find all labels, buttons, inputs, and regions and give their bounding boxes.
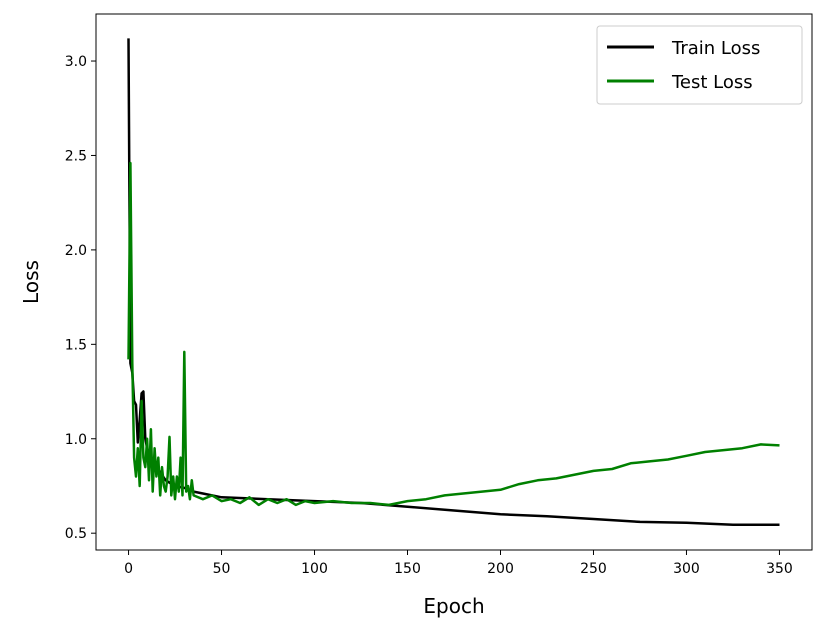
line-series [127,38,780,526]
y-tick-label: 2.0 [65,243,87,259]
x-axis-label: Epoch [423,594,484,618]
x-tick-label: 150 [394,561,421,577]
legend-label: Test Loss [671,72,753,93]
y-tick-label: 2.5 [65,148,87,164]
y-axis-label: Loss [19,260,43,304]
x-tick-label: 250 [580,561,607,577]
y-tick-label: 1.5 [65,337,87,353]
y-tick-label: 0.5 [65,526,87,542]
x-tick-label: 100 [301,561,328,577]
x-tick-label: 50 [213,561,231,577]
y-tick-label: 3.0 [65,54,87,70]
x-tick-label: 300 [673,561,700,577]
x-tick-label: 200 [487,561,514,577]
x-tick-label: 0 [124,561,133,577]
x-tick-label: 350 [766,561,793,577]
y-tick-label: 1.0 [65,432,87,448]
line-series [127,161,780,507]
legend: Train Loss Test Loss [596,25,803,105]
legend-label: Train Loss [671,38,760,59]
plot-frame [95,13,813,551]
